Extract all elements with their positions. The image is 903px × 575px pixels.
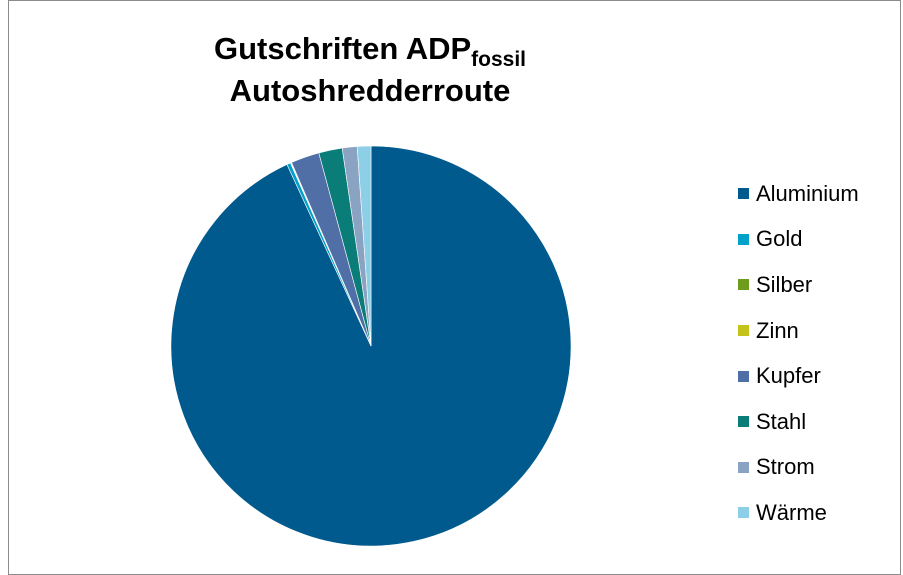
legend-swatch [738, 416, 749, 428]
chart-subtitle: Autoshredderroute [229, 73, 511, 108]
legend-label: Gold [756, 226, 803, 252]
legend-swatch [738, 325, 749, 337]
legend-item: Wärme [738, 490, 859, 536]
chart-title-main: Gutschriften ADP [213, 31, 472, 66]
legend-item: Silber [738, 262, 859, 308]
legend-label: Wärme [756, 499, 827, 525]
pie-slice-w-rme [356, 145, 372, 347]
chart-legend: Aluminium Gold Silber Zinn Kupfer Stahl Strom W… [738, 171, 859, 536]
legend-swatch [738, 279, 749, 291]
legend-label: Kupfer [756, 363, 821, 389]
chart-title-subscript: fossil [471, 48, 527, 71]
legend-label: Strom [756, 454, 815, 480]
legend-swatch [738, 507, 749, 519]
legend-item: Zinn [738, 308, 859, 354]
legend-item: Kupfer [738, 353, 859, 399]
legend-item: Aluminium [738, 171, 859, 217]
legend-label: Silber [756, 271, 813, 297]
legend-swatch [738, 461, 749, 473]
legend-item: Strom [738, 445, 859, 491]
legend-label: Stahl [756, 408, 807, 434]
legend-label: Zinn [756, 317, 799, 343]
legend-swatch [738, 233, 749, 245]
chart-title: Gutschriften ADPfossil Autoshredderroute [150, 28, 590, 112]
legend-swatch [738, 188, 749, 200]
legend-swatch [738, 370, 749, 382]
legend-label: Aluminium [756, 180, 859, 206]
legend-item: Stahl [738, 399, 859, 445]
legend-item: Gold [738, 217, 859, 263]
